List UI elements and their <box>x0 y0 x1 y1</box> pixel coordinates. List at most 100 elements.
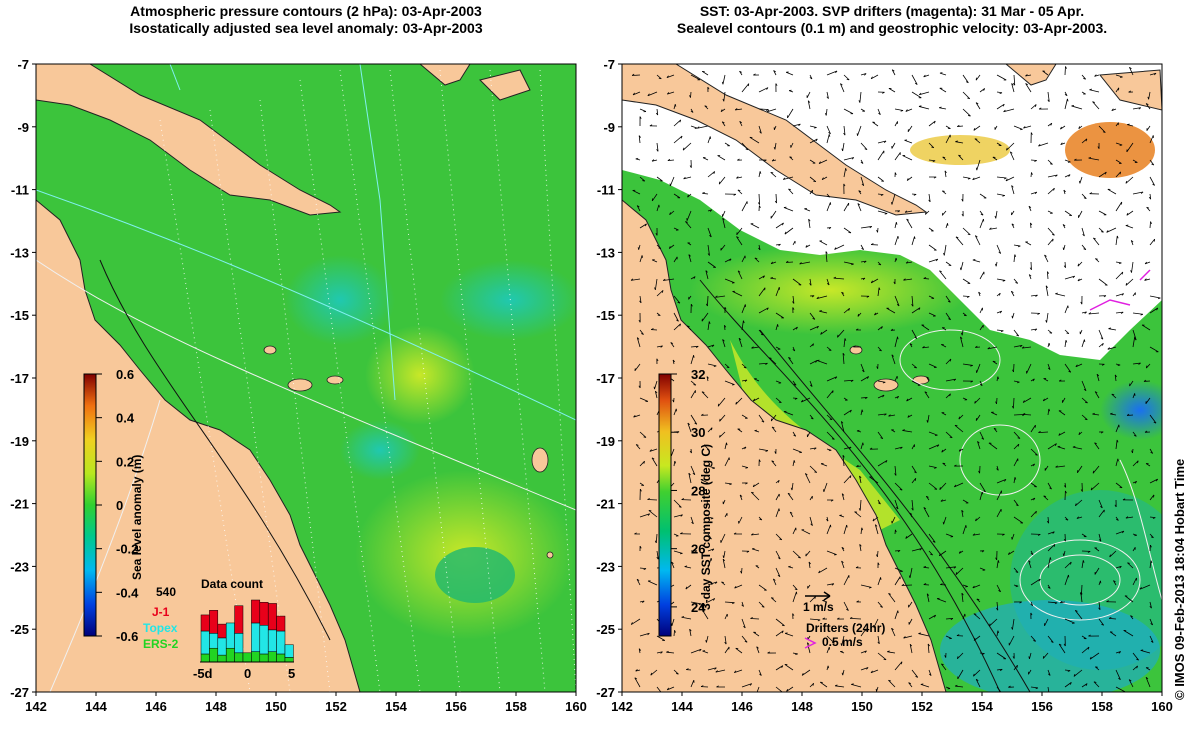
right-lat-tick: -25 <box>596 622 615 637</box>
data-count-bar-topex <box>267 629 277 652</box>
left-lat-tick: -15 <box>10 308 29 323</box>
right-lon-tick: 158 <box>1091 699 1113 714</box>
left-axes: 142 144 146 148 150 152 154 156 158 160 -7 -9 -11 -13… <box>10 57 587 714</box>
data-count-bar-topex <box>225 622 235 649</box>
right-lat-tick: -7 <box>603 57 615 72</box>
right-lon-tick: 142 <box>611 699 633 714</box>
left-lat-tick: -23 <box>10 559 29 574</box>
data-count-bar-j1 <box>259 602 269 626</box>
data-count-bar-ers2 <box>217 654 227 663</box>
data-count-bar-j1 <box>267 603 277 631</box>
data-count-bar-j1 <box>251 599 261 624</box>
data-count-bar-ers2 <box>225 647 235 663</box>
right-lon-tick: 152 <box>911 699 933 714</box>
right-lat-tick: -23 <box>596 559 615 574</box>
right-lat-tick: -19 <box>596 434 615 449</box>
sla-colorbar <box>83 373 97 637</box>
dc-xtick-neg5: -5d <box>193 666 213 681</box>
right-lon-tick: 146 <box>731 699 753 714</box>
left-lon-tick: 156 <box>445 699 467 714</box>
data-count-bar-topex <box>251 622 261 652</box>
sst-colorbar-ticks: 32 30 28 26 24 <box>671 367 706 615</box>
sea-level-anomaly-map <box>36 64 576 692</box>
left-lat-tick: -25 <box>10 622 29 637</box>
scale-legend: 1 m/s Drifters (24hr) 0.5 m/s <box>803 591 885 649</box>
left-lat-tick: -19 <box>10 434 29 449</box>
left-lon-tick: 152 <box>325 699 347 714</box>
right-axes: 142 144 146 148 150 152 154 156 158 160 -7 -9 -11 -13… <box>596 57 1173 714</box>
legend-topex: Topex <box>143 621 178 635</box>
credit-text: © IMOS 09-Feb-2013 18:04 Hobart Time <box>1172 458 1187 700</box>
sst-colorbar-label: 3-day SST composite (deg C) <box>699 444 713 610</box>
right-lon-tick: 148 <box>791 699 813 714</box>
drifters-speed-label: 0.5 m/s <box>822 635 863 649</box>
colorbar-tick: 0 <box>116 498 123 513</box>
left-title-line1: Atmospheric pressure contours (2 hPa): 0… <box>130 3 482 19</box>
left-lat-tick: -27 <box>10 685 29 700</box>
colorbar-tick: 32 <box>691 367 705 382</box>
geostrophic-velocity-arrows <box>630 66 1161 692</box>
right-lon-tick: 156 <box>1031 699 1053 714</box>
data-count-bar-topex <box>217 637 227 656</box>
right-png-land <box>622 64 928 216</box>
right-title-line2: Sealevel contours (0.1 m) and geostrophi… <box>676 20 1108 36</box>
dc-xtick-5: 5 <box>288 666 295 681</box>
right-lat-tick: -13 <box>596 245 615 260</box>
data-count-bar-ers2 <box>259 653 269 663</box>
colorbar-tick: 0.2 <box>116 454 134 469</box>
left-lon-tick: 148 <box>205 699 227 714</box>
colorbar-tick: 0.6 <box>116 367 134 382</box>
left-lat-tick: -7 <box>17 57 29 72</box>
data-count-bar-j1 <box>200 614 210 632</box>
colorbar-tick: 0.4 <box>116 411 135 426</box>
right-australia-land <box>622 199 947 692</box>
data-count-bar-j1 <box>217 623 227 639</box>
colorbar-tick: 30 <box>691 425 705 440</box>
left-australia-land <box>36 199 361 692</box>
left-title-line2: Isostatically adjusted sea level anomaly… <box>129 20 483 36</box>
left-lon-tick: 144 <box>85 699 107 714</box>
right-lon-tick: 150 <box>851 699 873 714</box>
legend-ers2: ERS-2 <box>143 637 179 651</box>
left-lon-tick: 150 <box>265 699 287 714</box>
dc-xtick-0: 0 <box>244 666 251 681</box>
right-lon-tick: 160 <box>1151 699 1173 714</box>
right-lat-tick: -9 <box>603 120 615 135</box>
data-count-bar-ers2 <box>284 657 294 663</box>
drifters-label: Drifters (24hr) <box>806 621 885 635</box>
left-lat-tick: -17 <box>10 371 29 386</box>
right-lat-tick: -15 <box>596 308 615 323</box>
data-count-max-label: 540 <box>156 585 176 599</box>
right-lat-tick: -11 <box>597 183 615 198</box>
right-title-line1: SST: 03-Apr-2003. SVP drifters (magenta)… <box>699 3 1085 19</box>
colorbar-tick: -0.6 <box>116 629 138 644</box>
colorbar-tick: 28 <box>691 483 705 498</box>
data-count-bar-ers2 <box>267 651 277 663</box>
data-count-bars <box>200 599 294 663</box>
data-count-bar-ers2 <box>234 652 244 663</box>
left-lon-tick: 146 <box>145 699 167 714</box>
left-lon-tick: 142 <box>25 699 47 714</box>
colorbar-tick: -0.4 <box>116 585 139 600</box>
left-lat-tick: -9 <box>17 120 29 135</box>
data-count-title: Data count <box>201 577 263 591</box>
left-lon-tick: 158 <box>505 699 527 714</box>
data-count-bar-j1 <box>276 615 286 632</box>
left-png-land <box>36 64 342 216</box>
data-count-inset: Data count 540 J-1 Topex ERS-2 -5d 0 5 <box>143 577 295 681</box>
data-count-bar-topex <box>200 630 210 655</box>
left-lat-tick: -21 <box>10 497 29 512</box>
colorbar-tick: 26 <box>691 542 705 557</box>
left-lat-tick: -11 <box>11 183 29 198</box>
data-count-bar-ers2 <box>276 653 286 663</box>
data-count-bar-topex <box>276 630 286 655</box>
sst-map <box>622 64 1162 692</box>
data-count-bar-ers2 <box>200 653 210 663</box>
data-count-bar-ers2 <box>242 652 252 663</box>
colorbar-tick: 24 <box>691 600 706 615</box>
right-lat-tick: -17 <box>596 371 615 386</box>
legend-j1: J-1 <box>152 605 170 619</box>
drifter-track <box>1089 269 1151 311</box>
sla-colorbar-ticks: 0.6 0.4 0.2 0 -0.2 -0.4 -0.6 <box>96 367 139 644</box>
data-count-bar-topex <box>259 625 269 655</box>
